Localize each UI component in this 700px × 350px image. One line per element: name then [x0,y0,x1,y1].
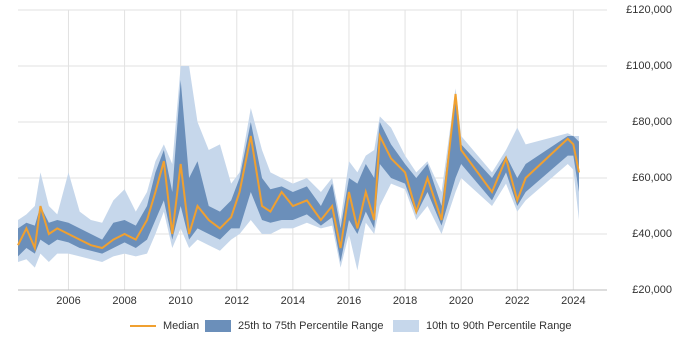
legend-label: Median [163,320,199,332]
y-tick-label: £20,000 [632,284,672,296]
y-tick-label: £40,000 [632,228,672,240]
legend-swatch [205,320,231,332]
x-tick-label: 2014 [281,295,305,307]
x-tick-label: 2024 [561,295,585,307]
y-tick-label: £60,000 [632,172,672,184]
x-tick-label: 2022 [505,295,529,307]
x-tick-label: 2020 [449,295,473,307]
x-tick-label: 2012 [225,295,249,307]
legend-swatch [393,320,419,332]
x-tick-label: 2010 [168,295,192,307]
percentile-band [18,66,579,271]
legend-label: 10th to 90th Percentile Range [426,320,572,332]
x-tick-label: 2008 [112,295,136,307]
y-tick-label: £100,000 [626,60,672,72]
x-tick-label: 2016 [337,295,361,307]
y-tick-label: £80,000 [632,116,672,128]
x-tick-label: 2018 [393,295,417,307]
percentile-band [18,80,579,262]
legend-label: 25th to 75th Percentile Range [238,320,384,332]
median-line [17,93,580,252]
x-tick-label: 2006 [56,295,80,307]
y-tick-label: £120,000 [626,4,672,16]
